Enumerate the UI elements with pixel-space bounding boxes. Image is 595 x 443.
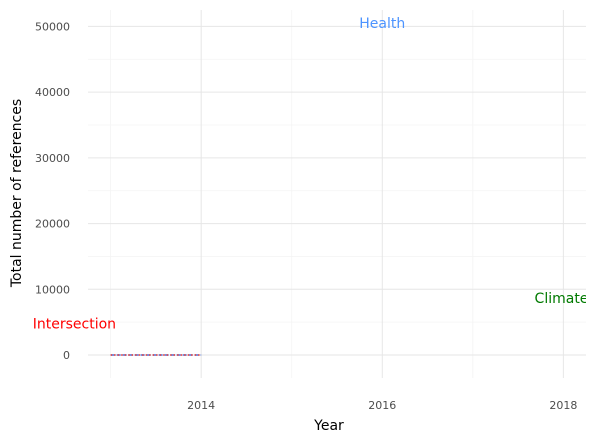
x-tick-label: 2016 xyxy=(368,399,396,412)
x-tick-label: 2018 xyxy=(549,399,577,412)
x-tick-label: 2014 xyxy=(187,399,215,412)
y-tick-labels: 0 10000 20000 30000 40000 50000 xyxy=(35,20,70,362)
y-tick-label: 0 xyxy=(63,349,70,362)
y-tick-label: 40000 xyxy=(35,86,70,99)
y-tick-label: 10000 xyxy=(35,283,70,296)
y-axis-title: Total number of references xyxy=(9,99,25,288)
annotation-label: Health xyxy=(359,16,405,32)
y-tick-label: 30000 xyxy=(35,152,70,165)
annotation-label: Intersection xyxy=(33,316,116,332)
x-axis-title: Year xyxy=(313,418,344,434)
x-tick-labels: 2014 2016 2018 xyxy=(187,399,577,412)
annotation-layer: Health Intersection Climate Change xyxy=(33,16,595,332)
y-tick-label: 50000 xyxy=(35,20,70,33)
plot-panel xyxy=(88,10,586,378)
annotation-label: Climate Change xyxy=(535,291,595,307)
y-tick-label: 20000 xyxy=(35,218,70,231)
